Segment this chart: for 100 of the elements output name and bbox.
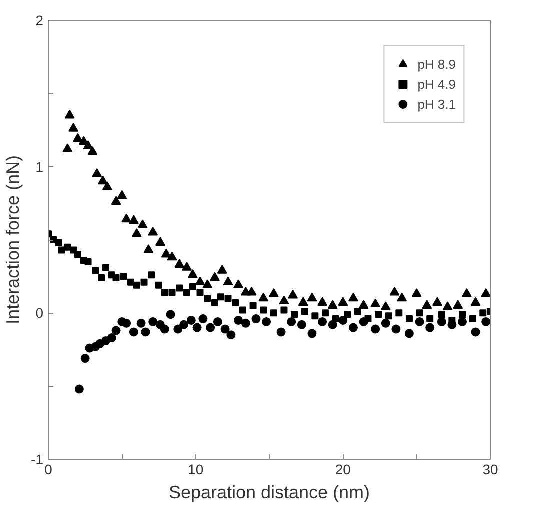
- point: [224, 295, 232, 302]
- y-tick-label: 1: [36, 158, 44, 175]
- point: [462, 288, 472, 298]
- point: [252, 314, 261, 324]
- point: [422, 300, 432, 309]
- point: [148, 272, 156, 279]
- point: [102, 264, 110, 272]
- point: [189, 283, 196, 290]
- point: [297, 320, 306, 330]
- point: [375, 311, 382, 318]
- point: [370, 298, 381, 308]
- point: [226, 330, 236, 340]
- point: [213, 317, 222, 326]
- y-tick-label: 0: [36, 305, 44, 322]
- y-tick-label: -1: [31, 452, 44, 468]
- point: [348, 323, 358, 332]
- point: [406, 316, 413, 323]
- point: [62, 144, 73, 152]
- point: [80, 354, 90, 364]
- point: [117, 190, 128, 200]
- point: [120, 273, 128, 280]
- point: [98, 176, 108, 185]
- point: [112, 274, 120, 282]
- point: [469, 316, 476, 323]
- point: [92, 168, 102, 178]
- point: [404, 329, 414, 338]
- point: [359, 317, 368, 326]
- point: [144, 244, 154, 254]
- point: [74, 251, 82, 258]
- point: [72, 133, 83, 142]
- point: [234, 280, 244, 288]
- point: [276, 328, 286, 337]
- point: [217, 265, 228, 274]
- point: [92, 267, 100, 274]
- point: [211, 299, 218, 306]
- point: [438, 311, 446, 318]
- x-axis-title: Separation distance (nm): [168, 482, 370, 502]
- point: [88, 146, 98, 156]
- point: [223, 276, 234, 286]
- point: [270, 310, 278, 317]
- point: [307, 292, 318, 302]
- point: [83, 140, 94, 150]
- point: [64, 244, 72, 251]
- point: [204, 295, 212, 302]
- y-tick-label: 2: [36, 12, 44, 28]
- point: [298, 297, 308, 306]
- point: [232, 299, 240, 306]
- point: [241, 318, 250, 328]
- point: [176, 284, 184, 292]
- point: [482, 317, 490, 326]
- point: [136, 318, 146, 328]
- point: [481, 288, 490, 298]
- legend-label: pH 3.1: [418, 96, 456, 112]
- point: [354, 308, 362, 316]
- point: [161, 289, 168, 296]
- point: [260, 306, 268, 314]
- point: [174, 324, 183, 334]
- point: [195, 276, 206, 286]
- point: [415, 317, 424, 326]
- point: [198, 314, 208, 324]
- point: [64, 110, 75, 119]
- point: [437, 317, 446, 326]
- point: [471, 328, 480, 337]
- point: [358, 300, 369, 309]
- point: [301, 308, 308, 316]
- point: [287, 317, 296, 326]
- point: [322, 310, 329, 317]
- point: [112, 326, 121, 336]
- point: [160, 324, 170, 334]
- point: [167, 252, 178, 261]
- point: [371, 324, 380, 334]
- point: [161, 248, 172, 258]
- point: [288, 290, 298, 299]
- point: [442, 302, 453, 310]
- point: [470, 297, 481, 306]
- point: [480, 310, 487, 317]
- point: [318, 297, 328, 306]
- point: [312, 312, 319, 320]
- point: [390, 286, 400, 296]
- point: [220, 324, 230, 334]
- point: [98, 274, 106, 282]
- point: [186, 316, 196, 325]
- x-tick-label: 20: [335, 462, 352, 478]
- point: [380, 302, 391, 310]
- point: [328, 320, 338, 330]
- point: [148, 226, 158, 236]
- point: [458, 317, 468, 326]
- point: [426, 316, 434, 323]
- point: [262, 317, 272, 326]
- legend-label: pH 4.9: [418, 76, 456, 92]
- point: [188, 269, 198, 278]
- point: [318, 317, 328, 326]
- point: [55, 239, 62, 246]
- point: [68, 123, 79, 132]
- point: [111, 196, 122, 206]
- point: [279, 296, 290, 305]
- point: [381, 318, 390, 328]
- point: [129, 328, 138, 337]
- point: [338, 297, 348, 306]
- x-tick-label: 10: [188, 462, 204, 478]
